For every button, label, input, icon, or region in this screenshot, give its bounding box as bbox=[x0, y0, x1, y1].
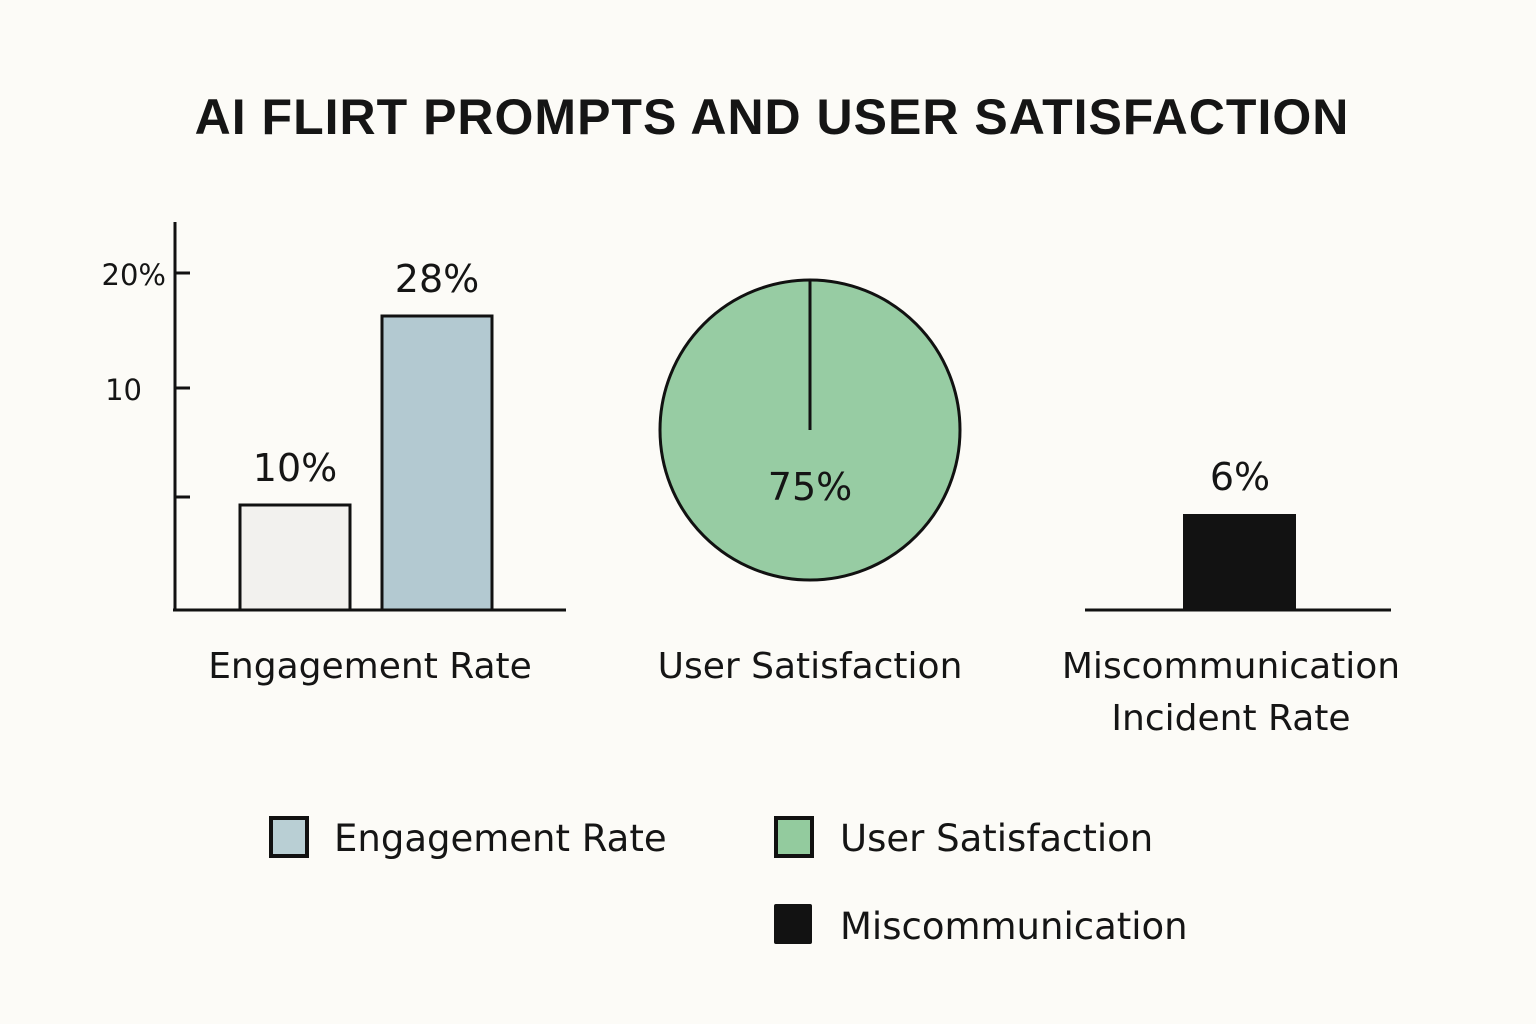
legend-label: User Satisfaction bbox=[840, 817, 1153, 860]
x-label-miscommunication-line2: Incident Rate bbox=[1111, 698, 1350, 739]
bar bbox=[380, 314, 494, 612]
data-label: 75% bbox=[768, 465, 852, 509]
chart-title: AI FLIRT PROMPTS AND USER SATISFACTION bbox=[195, 89, 1350, 145]
bar bbox=[1183, 514, 1296, 610]
data-label: 10% bbox=[253, 446, 337, 490]
data-label: 28% bbox=[395, 257, 479, 301]
legend: Engagement Rate User Satisfaction Miscom… bbox=[269, 816, 1188, 948]
legend-swatch-engagement bbox=[269, 816, 309, 858]
bar bbox=[238, 503, 352, 612]
x-label-engagement: Engagement Rate bbox=[208, 646, 532, 687]
legend-swatch-miscommunication bbox=[774, 904, 812, 944]
legend-label: Engagement Rate bbox=[334, 817, 667, 860]
satisfaction-panel: 75% User Satisfaction bbox=[658, 278, 963, 687]
data-label: 6% bbox=[1210, 455, 1270, 499]
miscommunication-panel: 6% Miscommunication Incident Rate bbox=[1062, 455, 1400, 739]
y-tick-label: 10 bbox=[105, 373, 142, 407]
y-tick-label: 20% bbox=[102, 258, 166, 292]
x-label-satisfaction: User Satisfaction bbox=[658, 646, 963, 687]
engagement-panel: 20% 10 10% 28% Engagement Rate bbox=[102, 222, 566, 687]
legend-swatch-satisfaction bbox=[774, 816, 814, 858]
legend-label: Miscommunication bbox=[840, 905, 1188, 948]
x-label-miscommunication-line1: Miscommunication bbox=[1062, 646, 1400, 687]
